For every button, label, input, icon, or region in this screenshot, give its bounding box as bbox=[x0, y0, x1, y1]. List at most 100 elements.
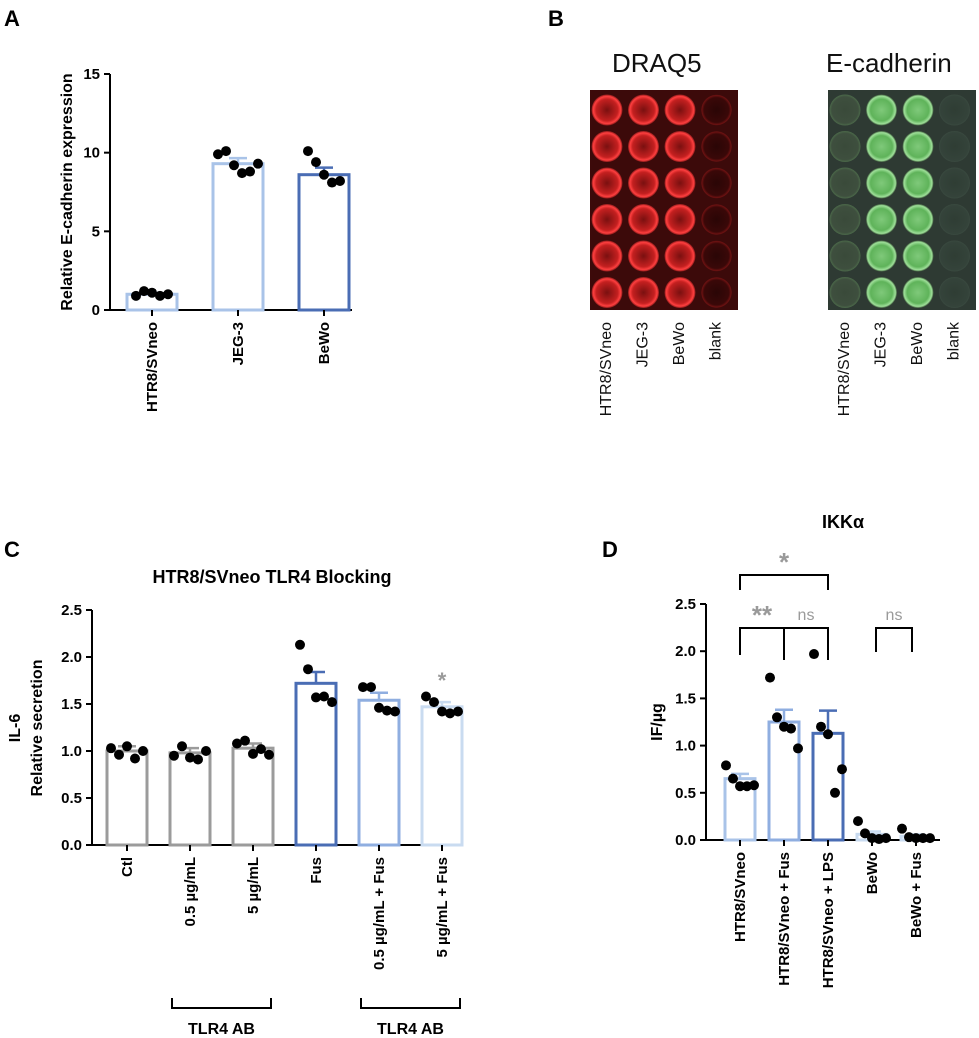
data-point bbox=[860, 828, 870, 839]
significance-label: ns bbox=[886, 607, 903, 624]
data-point bbox=[772, 712, 782, 723]
blot-well-draq5 bbox=[628, 131, 659, 162]
data-point bbox=[853, 816, 863, 827]
blot-well-ecadherin bbox=[829, 167, 861, 199]
chart-title: HTR8/SVneo TLR4 Blocking bbox=[152, 567, 391, 587]
data-point bbox=[366, 682, 376, 693]
data-point bbox=[303, 146, 313, 157]
blot-lane-label: HTR8/SVneo bbox=[598, 322, 615, 416]
data-point bbox=[221, 146, 231, 157]
blot-well-draq5 bbox=[701, 277, 732, 308]
blot-well-ecadherin bbox=[866, 94, 897, 126]
data-point bbox=[765, 672, 775, 683]
x-tick-label: 5 µg/mL bbox=[245, 857, 262, 914]
data-point bbox=[823, 729, 833, 740]
data-point bbox=[793, 743, 803, 754]
blot-lane-label: blank bbox=[708, 321, 725, 360]
data-point bbox=[201, 746, 211, 756]
blot-well-ecadherin bbox=[939, 277, 970, 308]
data-point bbox=[139, 286, 149, 297]
data-point bbox=[193, 754, 203, 765]
blot-well-ecadherin bbox=[939, 167, 970, 199]
panel-letter-c: C bbox=[4, 537, 20, 562]
blot-well-ecadherin bbox=[866, 204, 897, 235]
blot-well-draq5 bbox=[664, 167, 696, 199]
bar bbox=[297, 173, 351, 312]
data-point bbox=[240, 735, 250, 746]
blot-well-ecadherin bbox=[829, 240, 861, 272]
chart-title: IKKα bbox=[822, 512, 864, 532]
blot-panel-draq5: DRAQ5 HTR8/SVneo JEG-3 BeWo blank bbox=[590, 48, 738, 416]
x-tick-label: BeWo bbox=[864, 852, 881, 894]
blot-well-ecadherin bbox=[939, 240, 970, 272]
data-point bbox=[232, 738, 242, 749]
data-point bbox=[253, 158, 263, 169]
data-point bbox=[147, 287, 157, 298]
blot-well-ecadherin bbox=[902, 240, 934, 272]
blot-well-draq5 bbox=[664, 131, 696, 162]
blot-image-ecadherin bbox=[828, 90, 976, 310]
data-point bbox=[177, 741, 187, 752]
data-point bbox=[437, 706, 447, 717]
data-point bbox=[106, 743, 116, 754]
blot-well-draq5 bbox=[664, 240, 696, 272]
blot-wells-ecadherin bbox=[829, 94, 970, 308]
blot-well-draq5 bbox=[664, 204, 696, 235]
bar bbox=[767, 720, 801, 842]
data-point bbox=[295, 639, 305, 650]
blot-well-ecadherin bbox=[829, 204, 861, 235]
bar bbox=[357, 698, 401, 847]
blot-lane-label: BeWo bbox=[671, 322, 688, 365]
bar bbox=[168, 751, 212, 847]
significance-bracket bbox=[875, 627, 913, 652]
data-point bbox=[837, 764, 847, 775]
blot-well-ecadherin bbox=[939, 204, 970, 235]
data-point bbox=[327, 697, 337, 708]
y-tick-label: 2.5 bbox=[675, 596, 696, 613]
blot-well-draq5 bbox=[664, 94, 696, 126]
x-tick-label: HTR8/SVneo bbox=[144, 322, 161, 412]
data-point bbox=[264, 749, 274, 760]
x-tick-label: BeWo + Fus bbox=[908, 852, 925, 938]
x-tick-label: 0.5 µg/mL bbox=[182, 857, 199, 927]
data-point bbox=[114, 749, 124, 760]
blot-well-ecadherin bbox=[866, 240, 897, 272]
data-point bbox=[786, 723, 796, 734]
data-point bbox=[911, 833, 921, 844]
panel-letter-b: B bbox=[548, 6, 564, 31]
data-point bbox=[816, 721, 826, 732]
data-point bbox=[248, 748, 258, 759]
group-label: TLR4 AB bbox=[188, 1021, 255, 1038]
data-point bbox=[319, 691, 329, 702]
x-tick-label: BeWo bbox=[316, 322, 333, 364]
y-tick-label: 2.0 bbox=[675, 643, 696, 660]
data-point bbox=[728, 773, 738, 784]
blot-well-draq5 bbox=[664, 277, 696, 308]
bar bbox=[105, 749, 149, 847]
data-point bbox=[830, 787, 840, 798]
data-point bbox=[445, 708, 455, 719]
y-tick-label: 15 bbox=[83, 66, 100, 83]
blot-well-draq5 bbox=[591, 131, 623, 162]
x-tick-label: HTR8/SVneo + Fus bbox=[776, 852, 793, 986]
data-point bbox=[256, 744, 266, 755]
data-point bbox=[925, 833, 935, 844]
y-tick-label: 10 bbox=[83, 145, 100, 162]
blot-well-draq5 bbox=[628, 167, 659, 199]
y-tick-label: 0.5 bbox=[675, 785, 696, 802]
y-tick-label: 0.0 bbox=[61, 837, 82, 854]
panel-letter-a: A bbox=[4, 6, 20, 31]
significance-label: * bbox=[779, 547, 790, 577]
data-point bbox=[382, 705, 392, 716]
y-tick-label: 5 bbox=[92, 223, 100, 240]
x-tick-label: Fus bbox=[308, 857, 325, 884]
data-point bbox=[229, 160, 239, 171]
data-point bbox=[390, 706, 400, 717]
bar bbox=[294, 681, 338, 847]
group-bracket bbox=[171, 998, 272, 1009]
blot-lane-labels-ecadherin: HTR8/SVneo JEG-3 BeWo blank bbox=[836, 321, 963, 416]
data-point bbox=[358, 682, 368, 693]
data-point bbox=[311, 692, 321, 703]
blot-well-ecadherin bbox=[939, 94, 970, 126]
data-point bbox=[809, 649, 819, 660]
